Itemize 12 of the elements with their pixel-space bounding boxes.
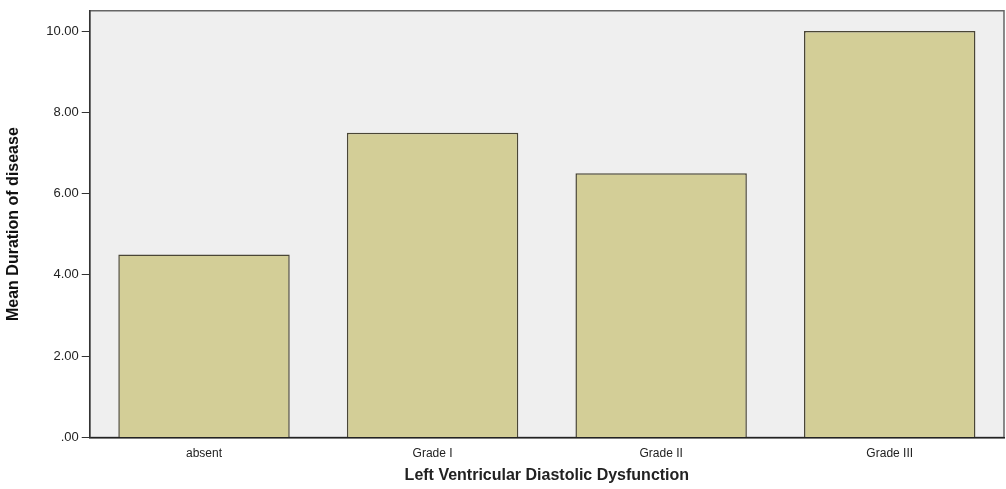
y-tick-label: 6.00 [53, 185, 79, 201]
x-tick-label: Grade III [866, 445, 914, 460]
x-tick-label: Grade II [639, 445, 683, 460]
y-axis-title: Mean Duration of disease [4, 127, 22, 322]
y-tick-label: 2.00 [53, 347, 79, 363]
x-tick-label: absent [186, 445, 223, 460]
x-tick-label: Grade I [412, 445, 453, 460]
y-tick-label: .00 [60, 428, 79, 444]
x-axis-title: Left Ventricular Diastolic Dysfunction [404, 465, 690, 483]
y-tick-label: 4.00 [53, 266, 79, 282]
y-tick-label: 8.00 [53, 103, 79, 119]
y-tick-label: 10.00 [46, 22, 79, 38]
